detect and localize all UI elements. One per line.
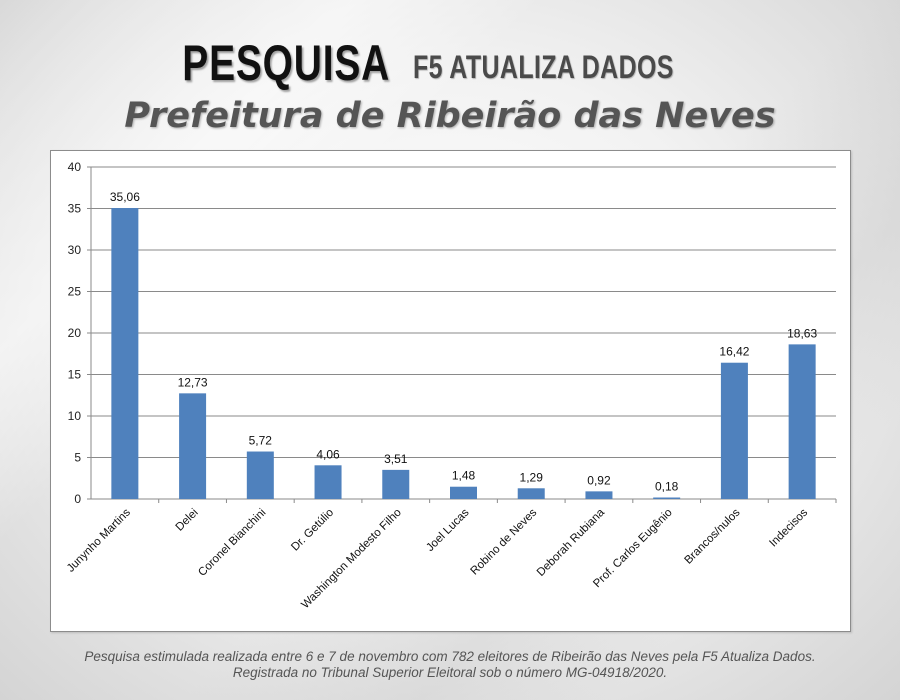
y-tick-label: 20	[68, 326, 82, 340]
bar	[720, 362, 748, 499]
y-tick-label: 40	[68, 160, 82, 174]
bar	[517, 488, 545, 499]
x-tick-label: Robino de Neves	[468, 506, 539, 577]
bar	[450, 486, 477, 499]
bar	[585, 491, 613, 499]
data-label: 1,48	[452, 469, 476, 483]
data-label: 12,73	[178, 375, 208, 389]
x-tick-label: Prof. Carlos Eugênio	[591, 507, 675, 591]
data-label: 16,42	[719, 345, 749, 359]
x-tick-label: Delei	[174, 507, 201, 534]
x-tick-label: Dr. Getúlio	[289, 507, 336, 554]
data-label: 35,06	[110, 190, 140, 204]
data-label: 0,18	[655, 480, 679, 494]
y-tick-label: 15	[68, 368, 82, 382]
brand-name: F5 ATUALIZA DADOS	[413, 49, 674, 85]
data-label: 5,72	[249, 434, 273, 448]
data-label: 18,63	[787, 326, 817, 340]
chart-panel: 0 5 10 15 20 25 30 35 40 35,06 Junynho Martins 12,7…	[50, 150, 851, 632]
footer-line-2: Registrada no Tribunal Superior Eleitora…	[232, 665, 668, 680]
y-tick-label: 5	[74, 451, 81, 465]
y-tick-label: 25	[68, 285, 82, 299]
x-tick-label: Indecisos	[767, 506, 810, 549]
footer-line-1: Pesquisa estimulada realizada entre 6 e …	[84, 649, 816, 664]
x-tick-label: Brancos/nulos	[683, 506, 743, 566]
y-tick-label: 30	[68, 243, 82, 257]
footer-note: Pesquisa estimulada realizada entre 6 e …	[0, 649, 900, 681]
header: PESQUISA F5 ATUALIZA DADOS	[0, 30, 900, 92]
x-tick-label: Junynho Martins	[65, 506, 133, 574]
data-label: 4,06	[316, 447, 340, 461]
page-subtitle: Prefeitura de Ribeirão das Neves	[124, 96, 776, 136]
x-tick-label: Joel Lucas	[424, 506, 472, 554]
bar	[246, 451, 274, 499]
bar	[179, 393, 207, 499]
y-tick-label: 0	[74, 492, 81, 506]
x-tick-label: Coronel Bianchini	[196, 507, 268, 579]
data-label: 0,92	[587, 473, 611, 487]
y-tick-label: 35	[68, 202, 82, 216]
data-label: 3,51	[384, 452, 408, 466]
bar	[788, 344, 816, 499]
bar-chart: 0 5 10 15 20 25 30 35 40 35,06 Junynho Martins 12,7…	[65, 160, 837, 611]
bar	[314, 465, 342, 499]
bar	[111, 208, 139, 499]
y-tick-label: 10	[68, 409, 82, 423]
data-label: 1,29	[520, 470, 544, 484]
page-title: PESQUISA	[181, 35, 390, 91]
x-tick-label: Deborah Rubiana	[535, 506, 608, 579]
bar	[653, 497, 681, 499]
bar	[382, 469, 410, 499]
